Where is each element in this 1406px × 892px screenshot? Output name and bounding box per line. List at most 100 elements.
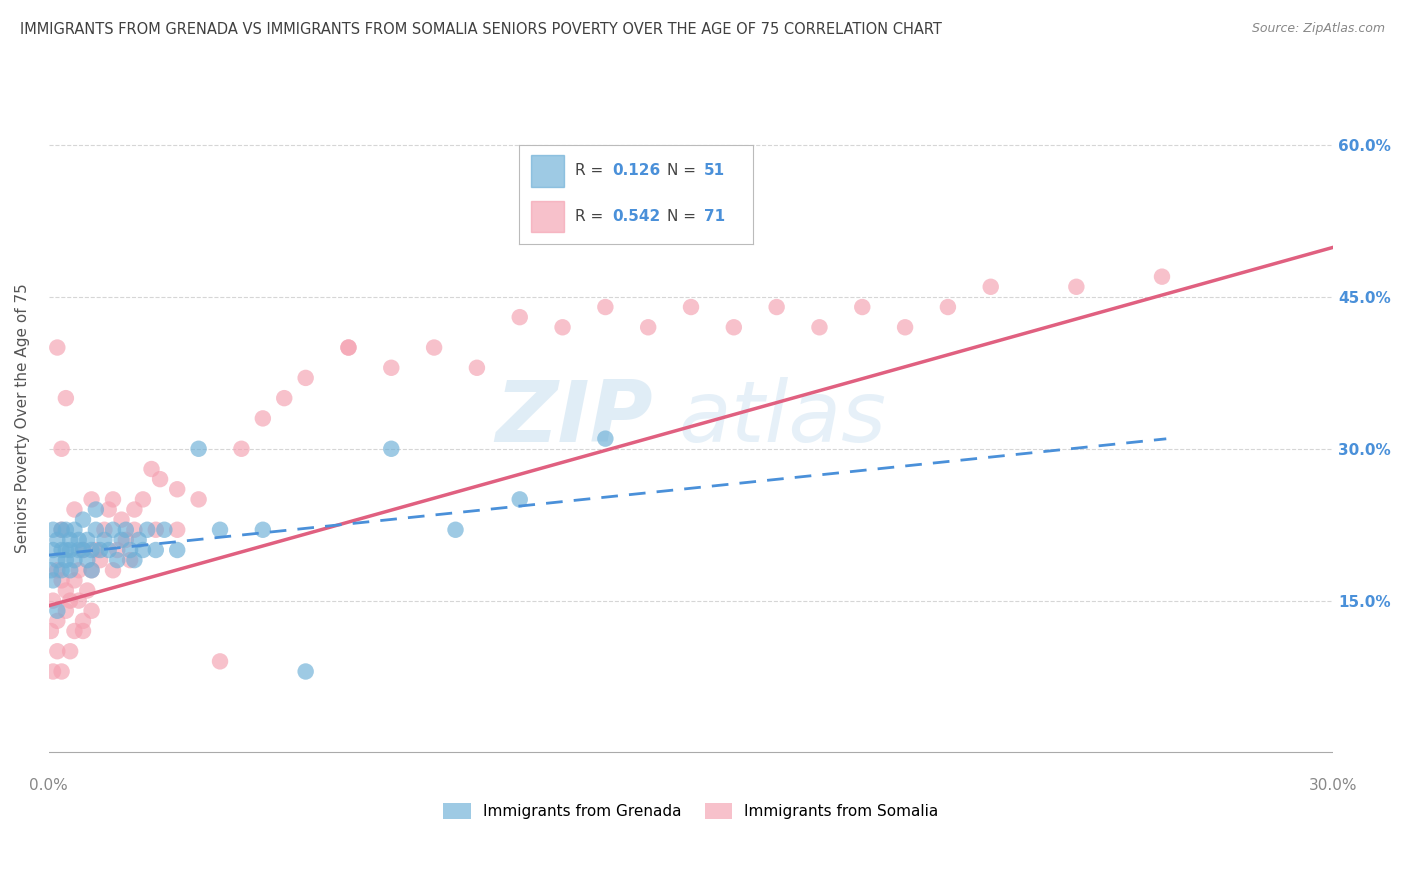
Point [55,583,77,598]
Point [67,593,90,607]
Point [46,644,69,658]
Point [208,523,231,537]
Point [51,523,73,537]
Point [84,502,107,516]
Point [114,533,136,547]
Point [39,563,62,577]
Point [42,523,65,537]
Point [509,492,531,507]
Point [187,492,209,507]
Point [124,523,146,537]
Point [252,523,274,537]
Point [55,391,77,405]
Point [84,543,107,558]
Point [59,563,82,577]
Text: IMMIGRANTS FROM GRENADA VS IMMIGRANTS FROM SOMALIA SENIORS POVERTY OVER THE AGE : IMMIGRANTS FROM GRENADA VS IMMIGRANTS FR… [20,22,942,37]
Point [80,563,103,577]
Point [80,543,103,558]
Point [72,614,94,628]
Point [55,543,77,558]
Text: 71: 71 [704,209,725,224]
Point [63,523,86,537]
Point [97,543,120,558]
Text: R =: R = [575,163,609,178]
Point [136,523,159,537]
Point [93,533,115,547]
Point [337,341,360,355]
Point [72,624,94,638]
Point [105,543,128,558]
Point [63,574,86,588]
Point [105,553,128,567]
Point [42,593,65,607]
Point [149,472,172,486]
Point [46,604,69,618]
Point [132,492,155,507]
Point [380,442,402,456]
Point [294,371,316,385]
Point [80,604,103,618]
Point [231,442,253,456]
Point [46,563,69,577]
Point [679,300,702,314]
Point [808,320,831,334]
Point [166,483,188,497]
Y-axis label: Seniors Poverty Over the Age of 75: Seniors Poverty Over the Age of 75 [15,284,30,553]
Point [51,574,73,588]
Bar [530,155,564,186]
Point [46,533,69,547]
Text: R =: R = [575,209,609,224]
Point [93,523,115,537]
Point [67,563,90,577]
Point [76,583,98,598]
Point [76,553,98,567]
Point [110,533,132,547]
Point [101,492,124,507]
Point [423,341,446,355]
Point [51,523,73,537]
Point [42,665,65,679]
Point [187,442,209,456]
Point [153,523,176,537]
Point [51,543,73,558]
Point [145,543,167,558]
Legend: Immigrants from Grenada, Immigrants from Somalia: Immigrants from Grenada, Immigrants from… [437,797,945,825]
Point [132,543,155,558]
Point [89,543,111,558]
Point [894,320,917,334]
Point [72,543,94,558]
Point [380,360,402,375]
Point [114,523,136,537]
Point [55,553,77,567]
Point [101,563,124,577]
Point [124,553,146,567]
Point [980,280,1002,294]
Point [273,391,295,405]
Text: atlas: atlas [678,377,886,460]
Text: N =: N = [666,209,700,224]
Point [80,563,103,577]
Point [55,604,77,618]
Point [55,523,77,537]
Point [141,462,163,476]
Point [51,563,73,577]
Point [89,553,111,567]
Point [637,320,659,334]
Point [465,360,488,375]
Point [166,523,188,537]
Bar [530,201,564,233]
Point [595,432,617,446]
Point [63,553,86,567]
Point [120,553,142,567]
Point [59,593,82,607]
Point [84,523,107,537]
Point [51,442,73,456]
Point [63,624,86,638]
Text: N =: N = [666,163,700,178]
Text: 0.126: 0.126 [613,163,661,178]
Point [67,533,90,547]
Point [1066,280,1088,294]
Point [509,310,531,325]
Point [59,543,82,558]
Point [51,665,73,679]
